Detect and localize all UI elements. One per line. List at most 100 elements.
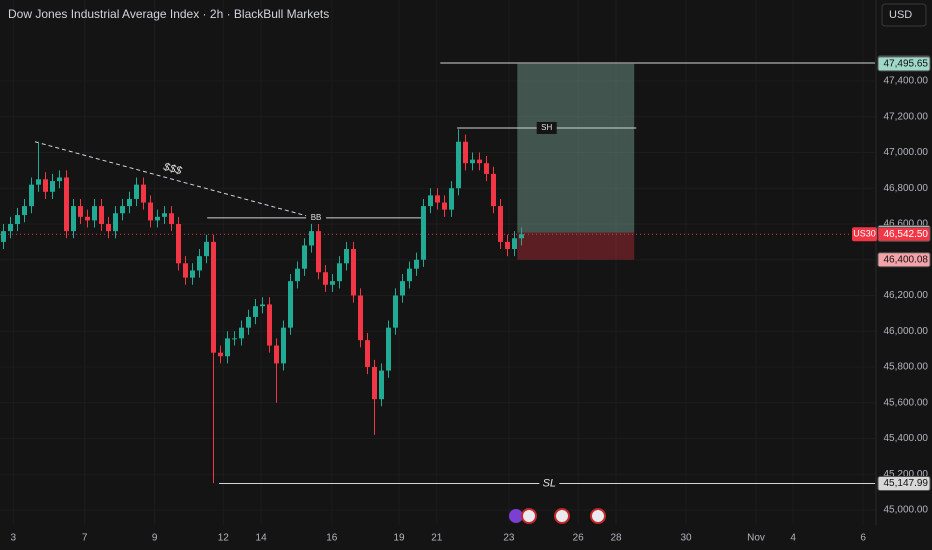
candle-body (484, 163, 489, 174)
y-tick-label: 47,200.00 (884, 111, 929, 122)
x-tick-label: 4 (790, 533, 796, 544)
y-tick-label: 46,800.00 (884, 183, 929, 194)
loss-zone (517, 232, 635, 260)
candle-body (92, 206, 97, 221)
candle-body (295, 268, 300, 282)
y-tick-label: 45,800.00 (884, 362, 929, 373)
price-tag: 45,147.99 (884, 478, 929, 489)
x-tick-label: 12 (218, 533, 230, 544)
symbol-tag: US30 (853, 229, 876, 239)
x-tick-label: 9 (152, 533, 158, 544)
symbol-tag-bg (852, 227, 877, 242)
candle-body (232, 338, 237, 340)
level-label: BB (311, 213, 322, 222)
price-tag: 47,495.65 (884, 59, 929, 70)
x-tick-label: 19 (393, 533, 405, 544)
candle-body (351, 249, 356, 296)
x-tick-label: 28 (610, 533, 622, 544)
candle-body (127, 198, 132, 207)
level-label: SL (543, 477, 556, 489)
x-tick-label: 21 (431, 533, 443, 544)
price-tag: 46,542.50 (884, 229, 929, 240)
candle-body (120, 206, 125, 214)
candle-body (8, 223, 13, 232)
candle-body (519, 234, 524, 239)
chart-title: Dow Jones Industrial Average Index · 2h … (8, 7, 329, 21)
y-tick-label: 45,200.00 (884, 469, 929, 480)
candle-body (141, 184, 146, 203)
candle-body (148, 202, 153, 221)
candle-body (197, 256, 202, 271)
candle-body (225, 338, 230, 357)
price-tag-bg (877, 252, 931, 268)
candle-body (183, 263, 188, 278)
price-tag-bg (877, 56, 931, 72)
candle-body (337, 263, 342, 282)
candle-body (442, 202, 447, 210)
event-icon[interactable] (521, 508, 537, 524)
x-tick-label: 30 (680, 533, 692, 544)
candle-body (36, 179, 41, 185)
candle-body (155, 216, 160, 221)
event-icon[interactable] (590, 508, 606, 524)
candle-body (57, 177, 62, 182)
candle-body (99, 206, 104, 224)
x-tick-label: 14 (256, 533, 268, 544)
candle-body (393, 295, 398, 328)
currency-button[interactable] (881, 3, 927, 27)
price-tag-bg (877, 226, 931, 242)
candle-body (379, 370, 384, 400)
x-tick-label: 16 (326, 533, 338, 544)
candle-body (288, 281, 293, 328)
event-icons (509, 508, 606, 524)
candle-body (463, 141, 468, 164)
event-icon[interactable] (554, 508, 570, 524)
candle-body (477, 159, 482, 164)
level-label-bg (539, 477, 560, 490)
candle-body (64, 177, 69, 232)
candle-body (498, 206, 503, 242)
candle-body (162, 213, 167, 217)
candle-body (43, 179, 48, 192)
candle-body (316, 231, 321, 273)
candle-body (274, 345, 279, 364)
currency[interactable]: USD (889, 9, 912, 21)
level-label: SH (541, 123, 552, 132)
candle-body (22, 206, 27, 216)
candle-body (29, 184, 34, 207)
candle-body (435, 195, 440, 203)
price-tag-bg (877, 476, 931, 492)
candle-body (421, 206, 426, 260)
candle-body (344, 249, 349, 264)
candle-body (176, 223, 181, 264)
y-tick-label: 46,200.00 (884, 290, 929, 301)
candle-body (190, 270, 195, 278)
candle-body (211, 241, 216, 353)
candle-body (106, 223, 111, 232)
x-tick-label: Nov (747, 533, 765, 544)
candle-body (491, 173, 496, 207)
candle-body (407, 268, 412, 282)
y-tick-label: 46,600.00 (884, 219, 929, 230)
y-tick-label: 45,400.00 (884, 433, 929, 444)
candle-body (239, 327, 244, 339)
candle-body (505, 241, 510, 250)
candle-body (372, 366, 377, 400)
candle-body (365, 340, 370, 367)
candle-body (267, 304, 272, 346)
level-label-bg (536, 121, 557, 134)
candle-body (309, 231, 314, 246)
candle-body (330, 281, 335, 285)
candle-body (246, 316, 251, 328)
y-tick-label: 45,000.00 (884, 505, 929, 516)
candle-body (85, 216, 90, 221)
profit-zone (517, 63, 635, 233)
candle-body (134, 184, 139, 199)
candle-body (281, 327, 286, 364)
y-tick-label: 47,000.00 (884, 147, 929, 158)
y-tick-label: 45,600.00 (884, 397, 929, 408)
event-icon[interactable] (509, 509, 523, 523)
candle-body (253, 306, 258, 317)
candle-body (358, 295, 363, 341)
